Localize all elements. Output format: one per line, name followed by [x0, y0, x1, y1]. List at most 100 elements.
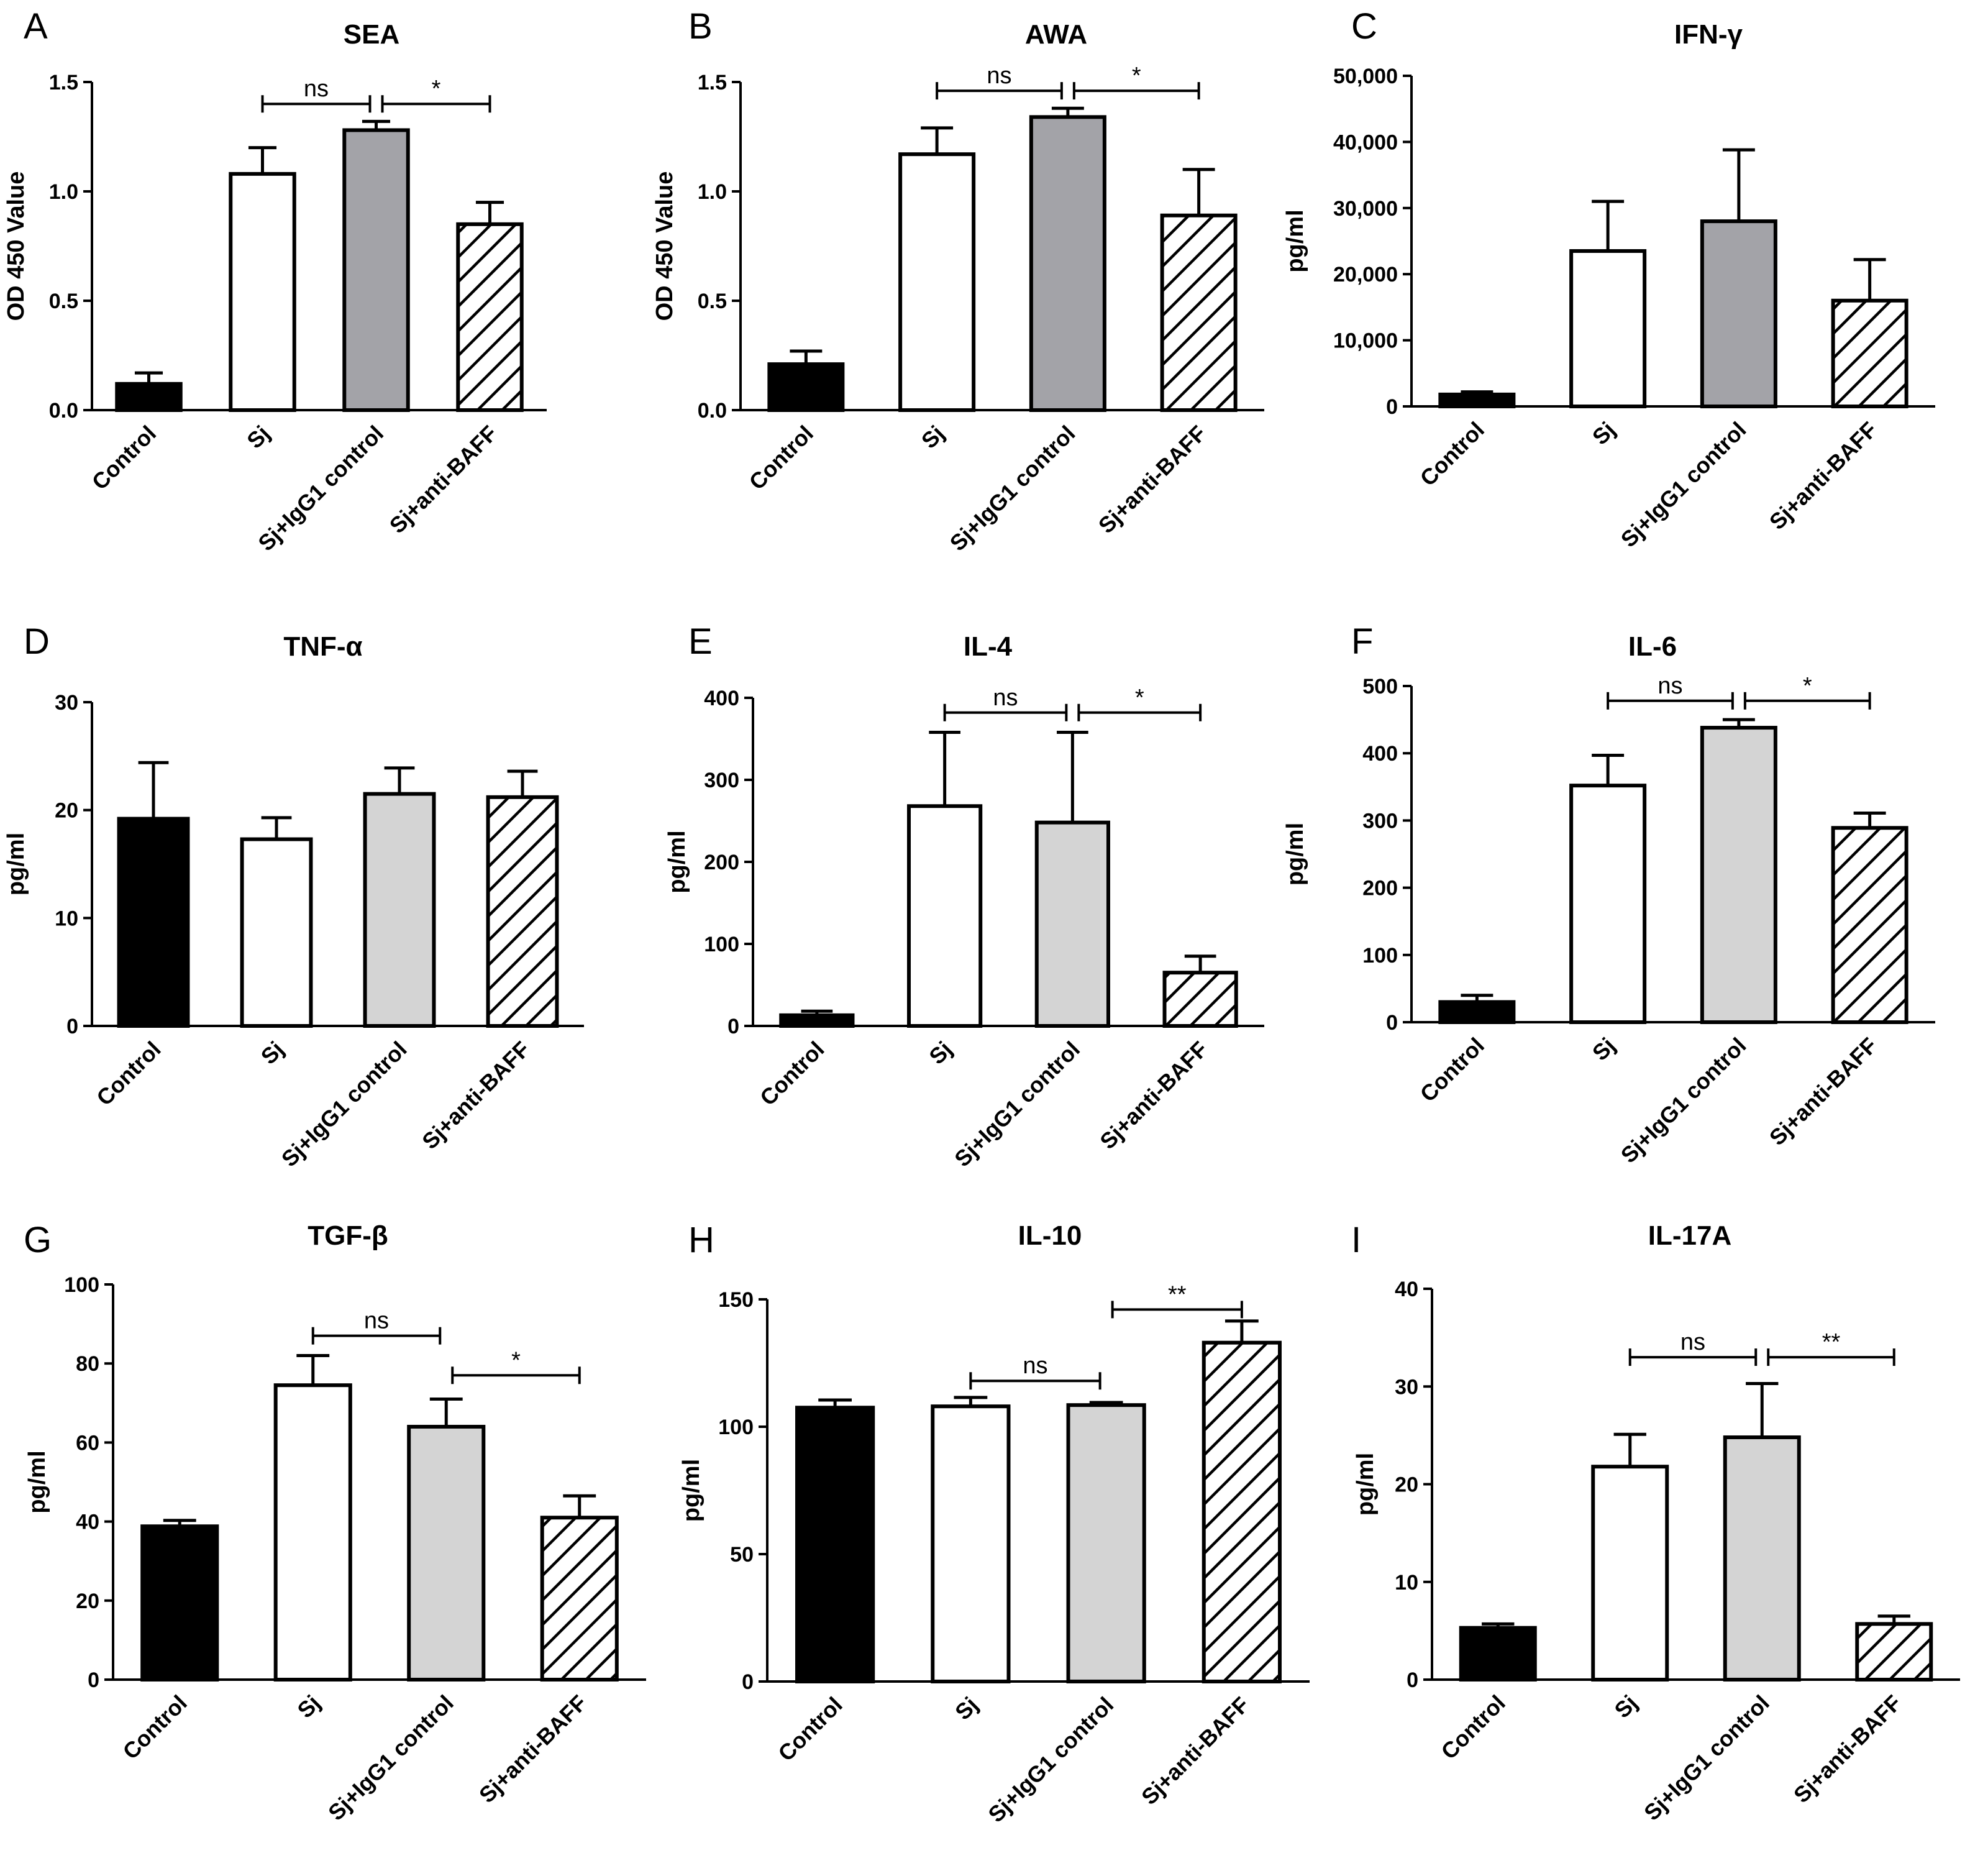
- y-tick-label: 0.0: [49, 399, 78, 423]
- x-tick-label: Sj: [950, 1692, 983, 1725]
- x-tick-label: Control: [87, 421, 161, 495]
- y-axis-label: pg/ml: [3, 833, 29, 895]
- significance-label: **: [1822, 1329, 1841, 1355]
- x-tick-label: Control: [755, 1036, 829, 1110]
- y-tick-label: 1.5: [698, 71, 727, 94]
- bar-sj-igg1-control: [1029, 115, 1106, 412]
- bar-sj-igg1-control: [1700, 726, 1777, 1024]
- x-tick-label: Sj+anti-BAFF: [1093, 421, 1211, 539]
- x-tick-label: Sj+anti-BAFF: [1136, 1692, 1254, 1810]
- significance-label: *: [1135, 685, 1144, 711]
- significance-label: ns: [1680, 1329, 1705, 1355]
- bar-control: [1438, 392, 1516, 409]
- y-tick-label: 100: [704, 933, 739, 956]
- significance-label: **: [1168, 1281, 1187, 1307]
- bar-sj: [931, 1404, 1011, 1683]
- x-tick-label: Sj: [1587, 1033, 1620, 1066]
- y-tick-label: 30,000: [1333, 197, 1398, 221]
- y-axis-label: pg/ml: [664, 830, 690, 893]
- y-axis-label: pg/ml: [24, 1450, 50, 1513]
- y-tick-label: 100: [718, 1416, 754, 1439]
- y-tick-label: 0: [88, 1668, 99, 1692]
- chart-title: SEA: [344, 19, 399, 50]
- x-tick-label: Sj+anti-BAFF: [417, 1036, 535, 1155]
- bar-sj: [1569, 249, 1647, 408]
- x-tick-label: Control: [1415, 1033, 1489, 1107]
- y-tick-label: 1.5: [49, 71, 78, 94]
- bar-sj-anti-baff: [1162, 971, 1238, 1028]
- chart-title: IL-4: [964, 631, 1013, 662]
- x-tick-label: Sj: [292, 1690, 325, 1723]
- bar-sj-anti-baff: [1855, 1622, 1933, 1682]
- y-tick-label: 100: [1362, 944, 1398, 968]
- x-tick-label: Sj: [256, 1036, 289, 1069]
- x-tick-label: Control: [1415, 417, 1489, 491]
- significance-label: ns: [993, 685, 1018, 711]
- bar-sj-anti-baff: [1160, 213, 1238, 412]
- y-tick-label: 1.0: [698, 180, 727, 204]
- chart-title: IFN-γ: [1674, 19, 1743, 50]
- y-tick-label: 0: [727, 1015, 739, 1038]
- chart-panel-c: C IFN-γ 0 10,000 20,000 30,000 40,000 50,000 pg/…: [1282, 6, 1935, 552]
- bar-sj-anti-baff: [486, 795, 559, 1028]
- x-tick-label: Control: [1436, 1690, 1510, 1764]
- bar-sj-anti-baff: [1831, 298, 1908, 409]
- significance-label: *: [1132, 63, 1141, 89]
- chart-panel-e: E IL-4 0 100 200 300 400 pg/ml Control SjSj+IgG1 …: [664, 621, 1264, 1171]
- bar-sj: [240, 837, 313, 1028]
- bar-sj-anti-baff: [456, 222, 524, 412]
- panel-letter: D: [24, 621, 50, 662]
- significance-label: ns: [987, 63, 1011, 89]
- panel-letter: E: [688, 621, 713, 662]
- bar-sj-igg1-control: [1034, 820, 1110, 1028]
- x-tick-label: Sj+IgG1 control: [323, 1690, 458, 1826]
- x-tick-label: Sj: [1609, 1690, 1642, 1723]
- panel-letter: C: [1351, 6, 1377, 47]
- bar-control: [795, 1406, 875, 1683]
- x-tick-label: Sj+IgG1 control: [949, 1036, 1085, 1172]
- y-tick-label: 400: [1362, 742, 1398, 766]
- chart-panel-h: H IL-10 0 50 100 150 pg/ml Control Sj Sj+IgG1 con…: [678, 1220, 1310, 1827]
- x-tick-label: Control: [773, 1692, 847, 1766]
- y-tick-label: 400: [704, 687, 739, 710]
- y-axis-label: pg/ml: [678, 1459, 705, 1522]
- bar-control: [767, 362, 845, 413]
- y-tick-label: 0: [66, 1015, 78, 1038]
- bar-sj: [273, 1383, 352, 1682]
- bar-sj: [907, 804, 983, 1028]
- bar-sj-anti-baff: [540, 1516, 619, 1682]
- significance-label: ns: [304, 76, 329, 102]
- significance-label: *: [432, 76, 441, 102]
- x-tick-label: Sj+anti-BAFF: [474, 1690, 592, 1808]
- chart-panel-f: F IL-6 0 100 200 300 400 500 pg/ml Control SjSj+Ig…: [1282, 621, 1935, 1168]
- x-tick-label: Sj+anti-BAFF: [1764, 1033, 1882, 1151]
- y-axis-label: OD 450 Value: [3, 172, 29, 321]
- y-tick-label: 30: [55, 691, 78, 715]
- y-tick-label: 40: [76, 1511, 99, 1534]
- bar-sj: [229, 172, 296, 412]
- bar-sj-igg1-control: [342, 128, 410, 412]
- significance-label: ns: [364, 1308, 389, 1334]
- y-tick-label: 20,000: [1333, 263, 1398, 286]
- chart-title: TGF-β: [308, 1220, 388, 1251]
- y-tick-label: 200: [704, 851, 739, 874]
- y-tick-label: 0.0: [698, 399, 727, 423]
- significance-label: *: [511, 1347, 521, 1373]
- chart-title: IL-17A: [1648, 1220, 1731, 1251]
- panel-letter: H: [688, 1220, 714, 1260]
- y-tick-label: 0.5: [49, 290, 78, 313]
- y-axis-label: pg/ml: [1352, 1453, 1379, 1516]
- y-tick-label: 20: [1395, 1473, 1418, 1497]
- bar-sj: [898, 152, 976, 412]
- y-tick-label: 200: [1362, 877, 1398, 900]
- x-tick-label: Sj+anti-BAFF: [1764, 417, 1882, 535]
- bar-sj: [1591, 1465, 1669, 1682]
- panel-letter: I: [1351, 1220, 1361, 1260]
- significance-label: *: [1803, 673, 1812, 699]
- bar-sj-igg1-control: [1066, 1403, 1146, 1683]
- y-tick-label: 10: [55, 907, 78, 930]
- y-tick-label: 0: [1407, 1668, 1418, 1692]
- x-tick-label: Sj: [242, 421, 275, 454]
